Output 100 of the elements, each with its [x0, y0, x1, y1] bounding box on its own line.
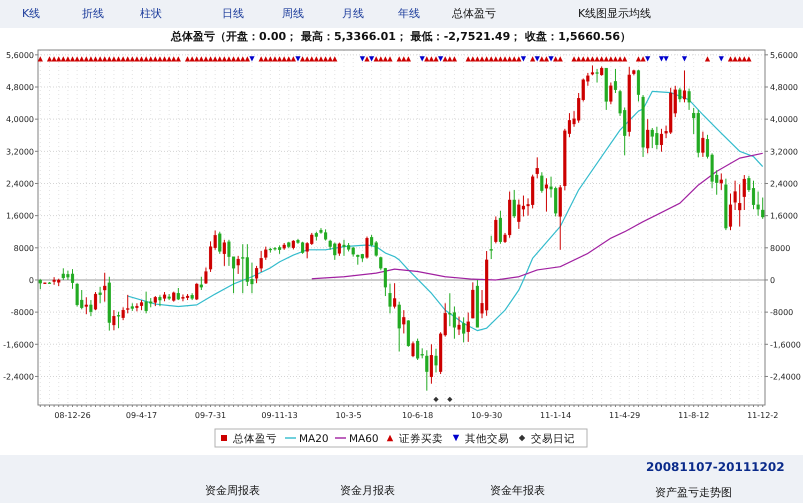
text: 资金周报表 [205, 484, 260, 497]
x-tick-label: 08-12-26 [54, 411, 91, 420]
y2-tick-label: -8000 [770, 308, 794, 318]
y-tick-label: 1,6000 [6, 212, 34, 221]
candlestick [734, 180, 737, 211]
x-tick-label: 10-3-5 [336, 411, 362, 420]
candlestick [614, 68, 618, 94]
candlestick [338, 242, 341, 256]
candlestick [682, 70, 686, 103]
candlestick [660, 128, 664, 152]
candlestick [84, 296, 88, 315]
candlestick [200, 276, 203, 291]
x-tick-label: 09-7-31 [194, 411, 226, 420]
candlestick [122, 306, 125, 321]
candlestick [536, 156, 539, 179]
y2-tick-label: 2,4000 [770, 179, 798, 188]
candlestick [140, 300, 144, 311]
candlestick [462, 316, 466, 343]
candlestick [264, 246, 268, 260]
legend-label: 证券买卖 [399, 432, 443, 445]
y2-tick-label: 0 [770, 276, 776, 285]
legend-label: 交易日记 [531, 432, 575, 445]
y-tick-label: 8000 [14, 244, 34, 253]
candlestick [609, 82, 612, 105]
candlestick [365, 236, 369, 260]
y-tick-label: 2,4000 [6, 179, 34, 188]
candlestick [430, 344, 433, 384]
candlestick [402, 310, 406, 334]
candlestick [236, 255, 240, 274]
candlestick [94, 292, 98, 311]
text: 折线 [82, 7, 104, 20]
candlestick [218, 231, 222, 254]
candlestick [498, 210, 502, 244]
text: 柱状 [140, 7, 162, 20]
candlestick [222, 239, 226, 266]
candlestick [540, 172, 544, 194]
y2-tick-label: -1,6000 [770, 340, 801, 350]
candlestick [494, 216, 498, 244]
candlestick [398, 301, 401, 352]
x-tick-label: 09-11-13 [261, 411, 298, 420]
text: 总体盈亏 [451, 7, 496, 20]
legend-label: 其他交易 [465, 432, 509, 445]
candlestick [544, 178, 548, 212]
text: 周线 [282, 7, 304, 20]
candlestick [678, 87, 682, 103]
y2-tick-label: 4,8000 [770, 82, 798, 92]
y-tick-label: 4,0000 [6, 115, 34, 124]
text: 资金月报表 [340, 484, 395, 497]
candlestick [292, 240, 295, 250]
candlestick [425, 350, 428, 392]
y2-tick-label: 4,0000 [770, 115, 798, 124]
y-tick-label: 5,6000 [6, 50, 34, 60]
text: 年线 [398, 7, 420, 20]
candlestick [204, 267, 208, 284]
legend-label: MA20 [299, 433, 329, 445]
candlestick [595, 68, 599, 84]
candlestick [490, 235, 493, 260]
y-tick-label: 0 [28, 276, 34, 285]
y-tick-label: 3,2000 [6, 147, 34, 156]
candlestick [388, 283, 392, 314]
candlestick [457, 316, 461, 336]
text: K线 [22, 7, 40, 20]
x-tick-label: 11-4-29 [609, 411, 640, 420]
text: 资金年报表 [490, 484, 545, 497]
x-tick-label: 11-1-14 [540, 411, 572, 420]
y-tick-label: -1,6000 [3, 340, 34, 350]
candlestick [742, 174, 746, 211]
candlestick [466, 312, 470, 342]
candlestick [590, 64, 594, 76]
text: 日线 [222, 7, 244, 20]
candlestick [411, 340, 415, 358]
candlestick [38, 278, 42, 290]
candlestick [89, 300, 92, 317]
candlestick [112, 310, 116, 331]
legend-label: MA60 [349, 433, 379, 445]
y-tick-label: -8000 [10, 308, 34, 318]
text: 20081107-20111202 [646, 460, 785, 474]
x-tick-label: 11-12-2 [747, 411, 778, 420]
candlestick [761, 197, 764, 220]
candlestick [738, 184, 742, 227]
line-series [311, 152, 764, 281]
candlestick [393, 282, 396, 310]
chart-title: 总体盈亏（开盘：0.00； 最高：5,3366.01； 最低：-2,7521.49； 收盘：1,5660.56） [170, 30, 631, 43]
candlestick [162, 292, 166, 302]
candlestick [126, 294, 130, 314]
legend-label: 总体盈亏 [232, 432, 277, 445]
candlestick [195, 282, 198, 301]
candlestick [176, 288, 180, 301]
candlestick [434, 348, 438, 373]
text: K线图显示均线 [578, 7, 652, 20]
y-tick-label: 4,8000 [6, 82, 34, 92]
candlestick [98, 286, 102, 304]
candlestick [728, 193, 732, 231]
candlestick [512, 189, 516, 219]
candlestick [154, 296, 157, 307]
candlestick [172, 291, 176, 302]
y2-tick-label: 5,6000 [770, 50, 798, 60]
candlestick [158, 294, 162, 307]
x-tick-label: 09-4-17 [126, 411, 158, 420]
y2-tick-label: -2,4000 [770, 372, 801, 382]
